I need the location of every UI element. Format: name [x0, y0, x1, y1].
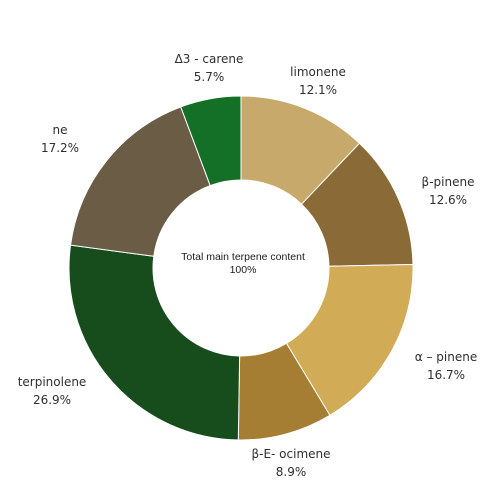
slice-label-name-4: terpinolene [18, 375, 87, 389]
slice-label-value-5: 17.2% [41, 141, 79, 155]
slice-6 [180, 95, 242, 187]
slice-label-name-3: β-E- ocimene [251, 447, 330, 461]
slice-label-name-5: ne [53, 123, 68, 137]
slice-2 [285, 263, 414, 416]
slice-label-name-0: limonene [290, 65, 346, 79]
center-label-title: Total main terpene content [181, 251, 305, 263]
slice-label-name-2: α – pinene [415, 350, 477, 364]
slice-label-value-2: 16.7% [427, 368, 465, 382]
slice-4 [68, 244, 241, 441]
slice-label-value-1: 12.6% [429, 193, 467, 207]
slice-label-value-4: 26.9% [33, 393, 71, 407]
slice-label-value-6: 5.7% [194, 70, 225, 84]
labels-layer: limonene 12.1% β-pinene 12.6% α – pinene 16.7… [18, 52, 478, 479]
slice-label-name-1: β-pinene [422, 175, 475, 189]
slices-layer [68, 95, 414, 441]
slice-label-value-0: 12.1% [299, 83, 337, 97]
center-label-value: 100% [230, 264, 257, 276]
donut-hole [153, 180, 329, 356]
slice-label-name-6: Δ3 - carene [175, 52, 244, 66]
slice-label-value-3: 8.9% [276, 465, 307, 479]
